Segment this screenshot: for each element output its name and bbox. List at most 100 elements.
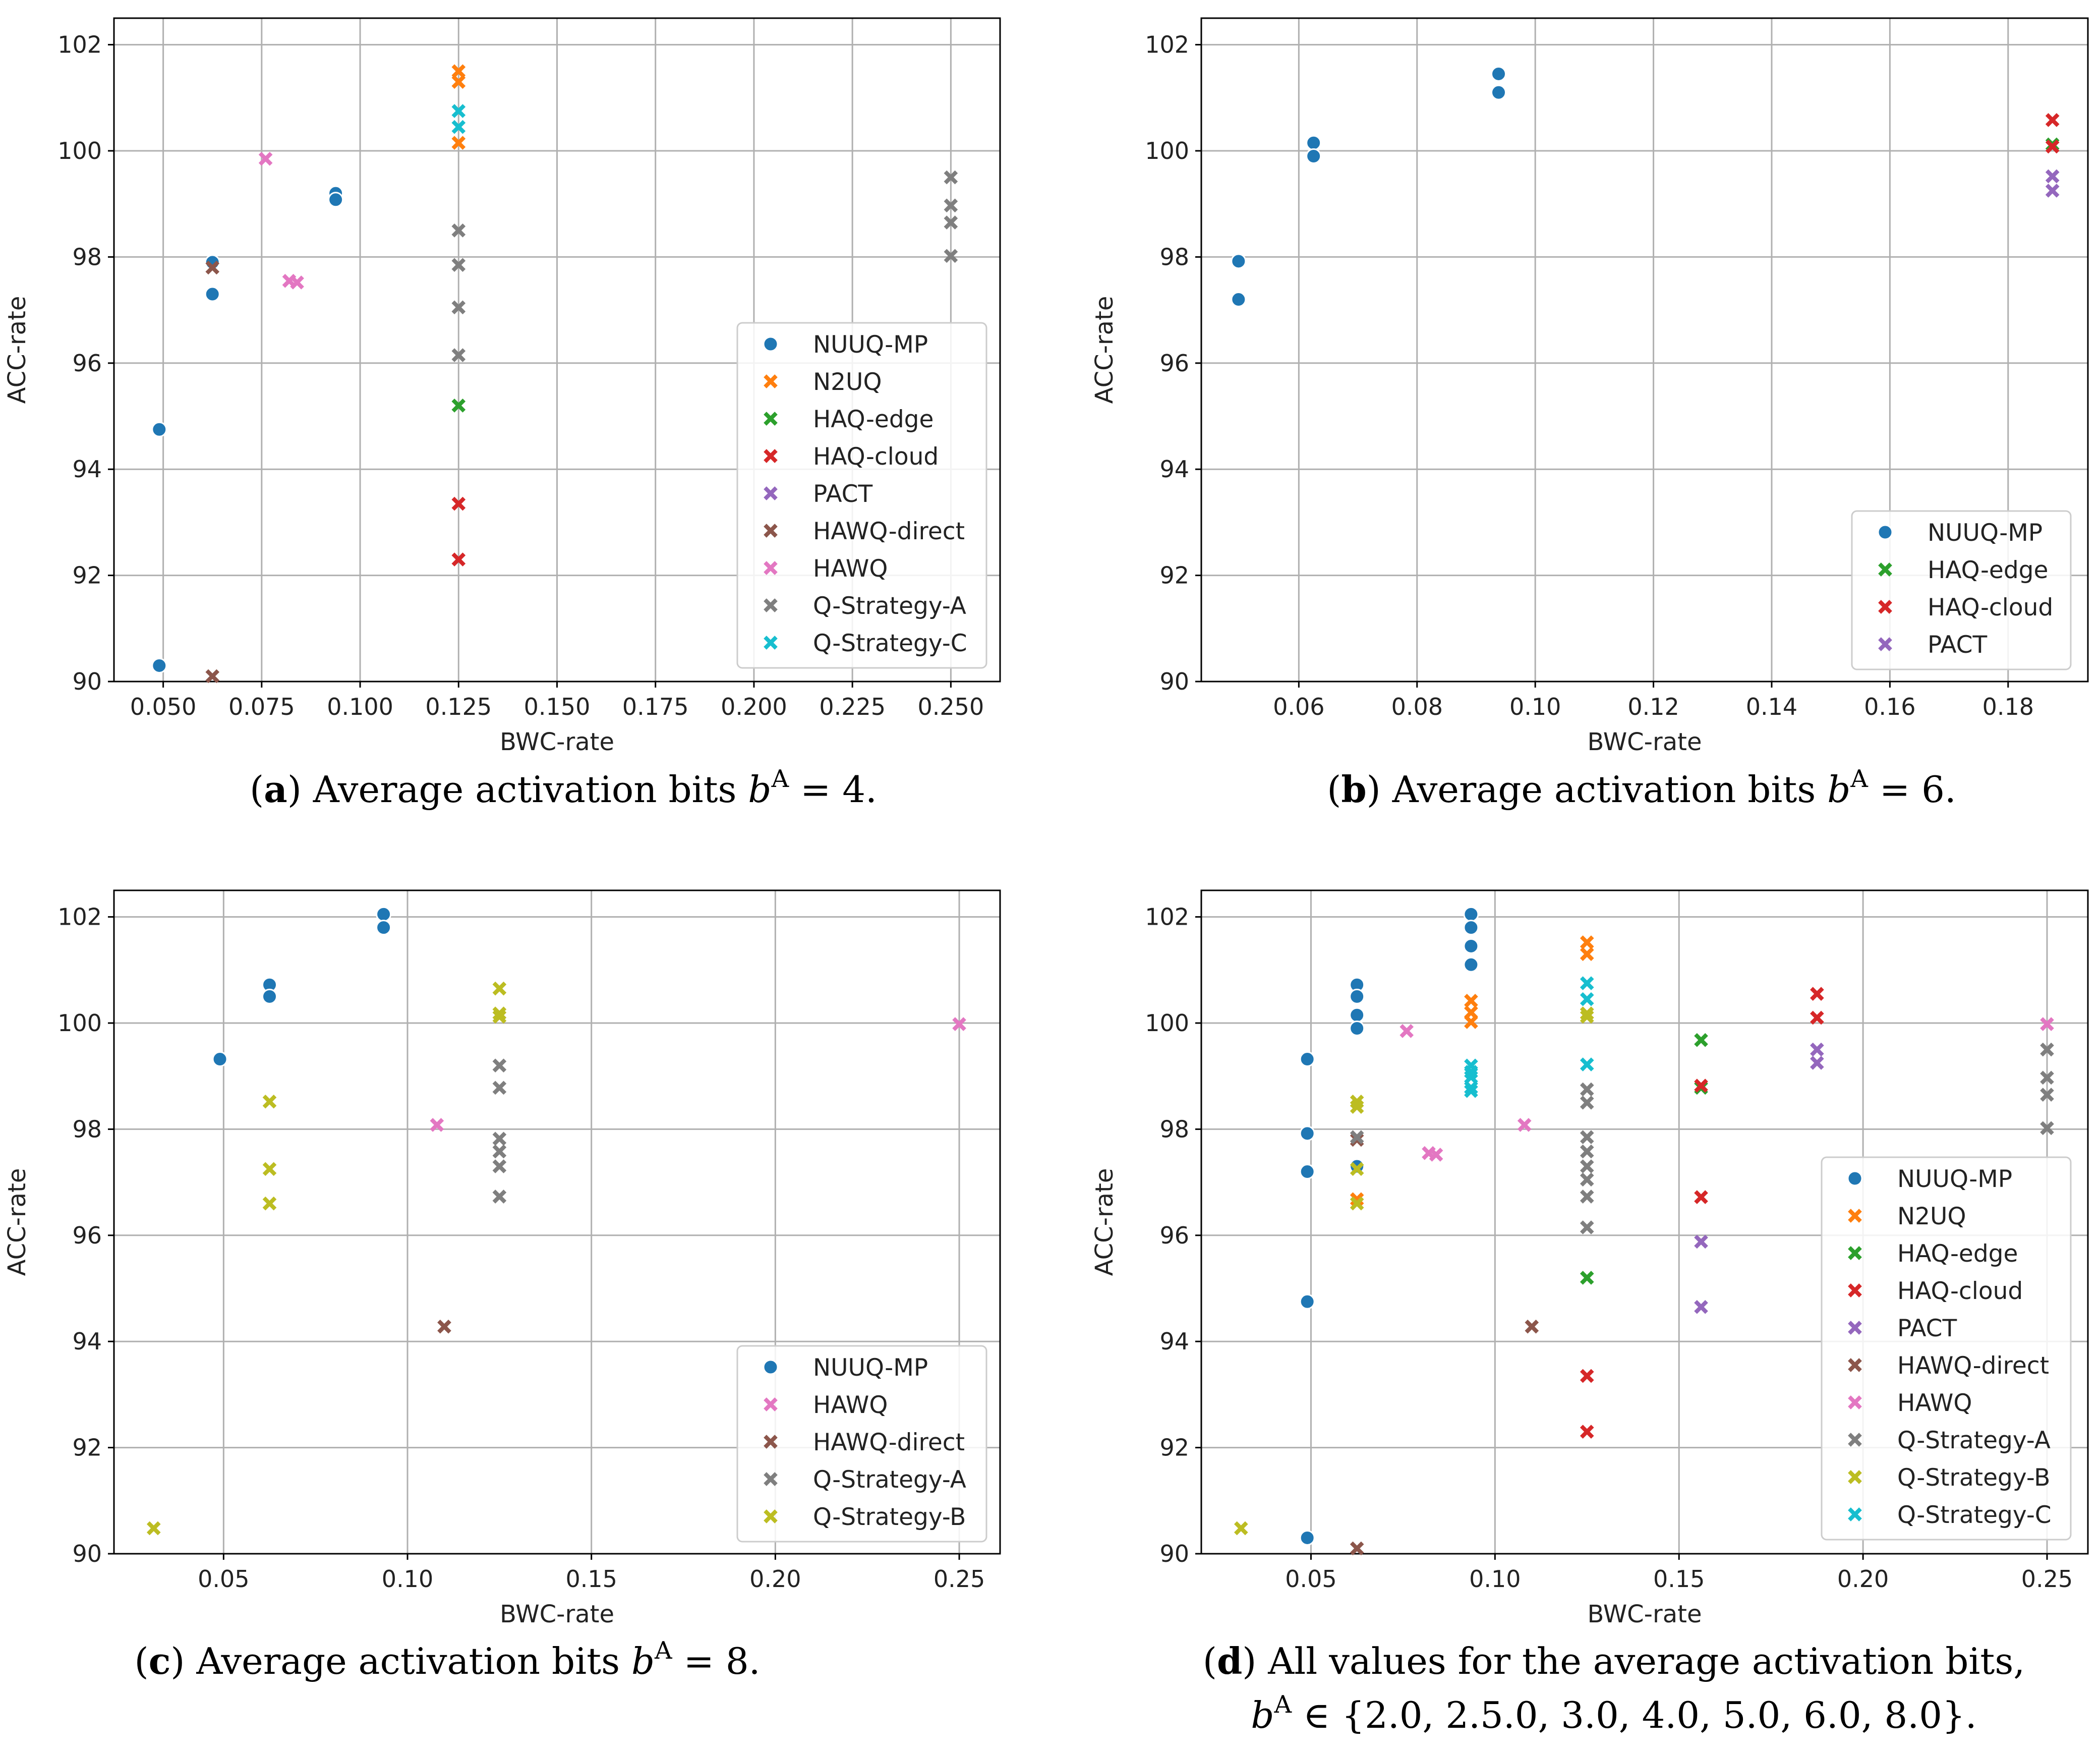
point-nuuq-mp [204, 286, 220, 302]
y-tick-label: 96 [72, 350, 102, 377]
point-q-strategy-c [451, 120, 466, 134]
legend-entry: N2UQ [1897, 1203, 1966, 1230]
y-tick-label: 90 [1159, 668, 1189, 695]
plot-frame [113, 889, 1001, 1555]
point-q-strategy-a [2040, 1042, 2054, 1057]
y-tick-label: 102 [57, 903, 102, 931]
x-tick-label: 0.075 [228, 693, 295, 720]
point-n2uq [1580, 947, 1594, 962]
legend-entry: HAWQ-direct [813, 518, 965, 545]
point-nuuq-mp [1349, 1007, 1365, 1023]
point-q-strategy-a [1580, 1144, 1594, 1159]
y-tick-label: 98 [72, 243, 102, 270]
x-tick-label: 0.12 [1627, 693, 1679, 720]
panel-d: 0.05 0.10 0.15 0.20 0.25 90 92 94 96 98 100 102 BWC-… [1090, 889, 2089, 1736]
legend-marker-hawq [764, 1397, 778, 1411]
point-q-strategy-a [2040, 1121, 2054, 1136]
x-tick-label: 0.25 [934, 1565, 985, 1593]
y-tick-label: 90 [72, 668, 102, 695]
y-tick-label: 102 [1145, 31, 1189, 59]
caption-line-2: bA ∈ {2.0, 2.5.0, 3.0, 4.0, 5.0, 6.0, 8.… [1251, 1690, 1976, 1736]
y-tick-label: 98 [72, 1115, 102, 1143]
point-haq-cloud [1694, 1190, 1708, 1204]
data-points [1234, 906, 2054, 1556]
point-q-strategy-c [1464, 1070, 1478, 1085]
legend-marker-q-strategy-a [764, 598, 778, 612]
point-nuuq-mp [376, 920, 392, 936]
point-n2uq [451, 64, 466, 79]
point-haq-edge [1580, 1271, 1594, 1285]
x-tick-label: 0.25 [2021, 1565, 2073, 1593]
legend-marker-nuuq-mp [763, 1359, 779, 1375]
x-tick-label: 0.10 [382, 1565, 433, 1593]
point-q-strategy-a [451, 300, 466, 315]
x-tick-label: 0.100 [327, 693, 393, 720]
point-hawq-direct [1525, 1319, 1539, 1334]
point-q-strategy-b [1350, 1162, 1364, 1176]
panel-b: 0.06 0.08 0.10 0.12 0.14 0.16 0.18 90 92 94 96 98 10… [1090, 17, 2089, 811]
x-tick-label: 0.20 [749, 1565, 801, 1593]
caption: (d) All values for the average activatio… [1203, 1639, 2025, 1682]
point-pact [1810, 1056, 1824, 1070]
point-n2uq [451, 136, 466, 150]
legend-marker-haq-cloud [1878, 600, 1892, 614]
legend-marker-n2uq [764, 374, 778, 388]
point-q-strategy-b [492, 981, 507, 996]
point-pact [2045, 169, 2060, 184]
legend-entry: HAQ-edge [813, 406, 934, 433]
point-hawq [1517, 1118, 1532, 1132]
legend-entry: PACT [1897, 1315, 1957, 1342]
point-q-strategy-a [492, 1190, 507, 1204]
y-tick-label: 100 [1145, 137, 1189, 164]
point-q-strategy-a [492, 1159, 507, 1173]
legend-marker-pact [1848, 1321, 1862, 1335]
legend-entry: Q-Strategy-A [813, 592, 966, 620]
point-hawq [1399, 1024, 1414, 1038]
legend-entry: HAQ-cloud [813, 443, 939, 471]
legend-marker-q-strategy-a [1848, 1433, 1862, 1447]
x-tick-label: 0.15 [565, 1565, 617, 1593]
legend-entry: HAQ-edge [1928, 556, 2048, 584]
x-tick-label: 0.200 [721, 693, 787, 720]
point-q-strategy-c [1580, 1057, 1594, 1071]
point-n2uq [1464, 993, 1478, 1008]
legend-entry: NUUQ-MP [813, 331, 928, 359]
x-axis-label: BWC-rate [1587, 728, 1702, 756]
data-points [1231, 66, 2060, 308]
point-haq-cloud [1810, 987, 1824, 1001]
point-nuuq-mp [1463, 906, 1479, 922]
point-haq-cloud [451, 552, 466, 567]
point-nuuq-mp [1491, 84, 1507, 100]
legend-entry: NUUQ-MP [1897, 1165, 2012, 1193]
x-tick-label: 0.150 [524, 693, 591, 720]
point-q-strategy-a [1580, 1220, 1594, 1234]
point-q-strategy-a [2040, 1088, 2054, 1102]
legend-entry: NUUQ-MP [813, 1354, 928, 1382]
y-tick-label: 94 [1159, 456, 1189, 483]
legend-box [1821, 1156, 2072, 1541]
point-haq-cloud [1810, 1010, 1824, 1025]
legend-entry: NUUQ-MP [1928, 519, 2043, 547]
point-haq-edge [1694, 1033, 1708, 1047]
panel-c: 0.05 0.10 0.15 0.20 0.25 90 92 94 96 98 100 102 BWC-… [3, 889, 1001, 1682]
y-tick-label: 100 [57, 1009, 102, 1037]
point-q-strategy-a [1350, 1130, 1364, 1145]
legend-entry: PACT [813, 480, 872, 508]
plot-frame [1200, 17, 2089, 683]
point-pact [1694, 1234, 1708, 1249]
panel-a: 0.050 0.075 0.100 0.125 0.150 0.175 0.200 0.225… [3, 17, 1001, 811]
point-nuuq-mp [1299, 1293, 1315, 1310]
legend-entry: Q-Strategy-A [1897, 1427, 2051, 1454]
x-tick-label: 0.10 [1469, 1565, 1521, 1593]
x-tick-label: 0.14 [1746, 693, 1797, 720]
point-n2uq [1464, 1015, 1478, 1029]
point-hawq [952, 1017, 966, 1031]
point-q-strategy-b [262, 1094, 277, 1109]
point-nuuq-mp [1299, 1125, 1315, 1142]
y-tick-label: 92 [1159, 562, 1189, 589]
data-points [146, 906, 966, 1536]
x-tick-label: 0.10 [1509, 693, 1561, 720]
point-haq-cloud [1580, 1369, 1594, 1383]
legend-entry: HAWQ [813, 1391, 888, 1419]
x-tick-label: 0.05 [198, 1565, 249, 1593]
